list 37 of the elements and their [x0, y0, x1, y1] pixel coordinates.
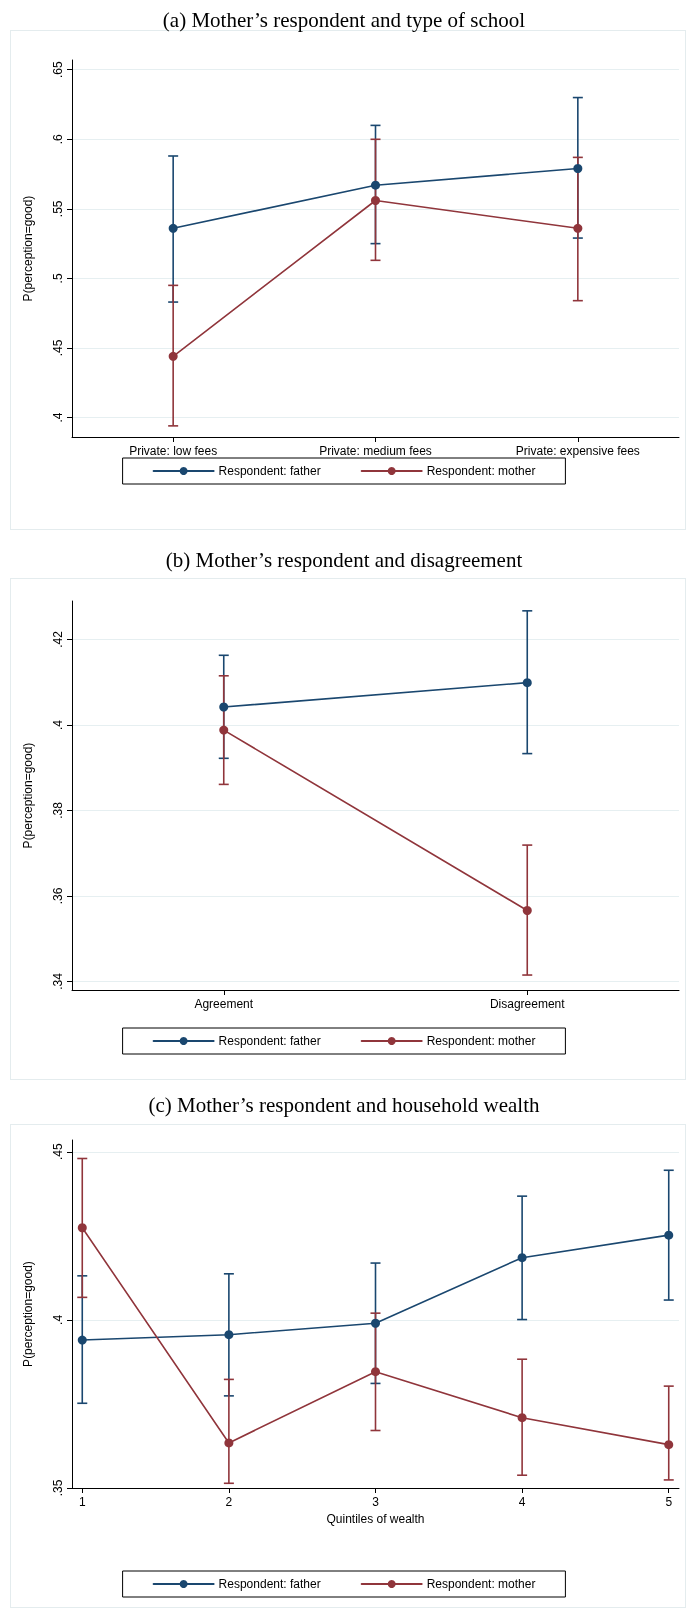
y-tick-label: .6: [51, 133, 65, 145]
chart-title: (b) Mother’s respondent and disagreement: [165, 547, 523, 572]
y-axis-title: P(perception=good): [21, 195, 35, 302]
legend-label: Respondent: father: [218, 1034, 321, 1048]
legend-label: Respondent: mother: [426, 1577, 536, 1591]
y-tick-label: .55: [51, 200, 65, 218]
y-tick-label: .42: [51, 630, 65, 648]
x-tick-label: 5: [665, 1495, 673, 1509]
y-tick-label: .4: [51, 1314, 65, 1325]
y-tick-label: .36: [51, 887, 65, 905]
y-tick-label: .34: [51, 972, 65, 990]
y-tick-label: .35: [51, 1479, 65, 1497]
x-tick-label: Private: medium fees: [319, 444, 432, 458]
y-tick-label: .4: [51, 719, 65, 730]
legend-label: Respondent: mother: [426, 464, 536, 478]
y-tick-label: .5: [51, 273, 65, 284]
y-tick-label: .65: [51, 61, 65, 79]
x-tick-label: Disagreement: [489, 997, 566, 1011]
x-tick-label: 1: [78, 1495, 86, 1509]
x-tick-label: 4: [518, 1495, 526, 1509]
legend-label: Respondent: father: [218, 1577, 321, 1591]
x-tick-label: Private: low fees: [129, 444, 218, 458]
chart-title: (a) Mother’s respondent and type of school: [162, 7, 526, 32]
legend-label: Respondent: father: [218, 464, 321, 478]
y-tick-label: .45: [51, 1143, 65, 1161]
y-axis-title: P(perception=good): [21, 1261, 35, 1367]
y-tick-label: .45: [51, 339, 65, 357]
y-tick-label: .4: [51, 412, 65, 423]
x-tick-label: Agreement: [194, 997, 254, 1011]
x-axis-title: Quintiles of wealth: [326, 1511, 425, 1526]
x-tick-label: 2: [225, 1495, 233, 1509]
x-tick-label: Private: expensive fees: [515, 444, 640, 458]
x-tick-label: 3: [372, 1495, 380, 1509]
y-axis-title: P(perception=good): [21, 742, 35, 849]
y-tick-label: .38: [51, 801, 65, 819]
chart-title: (c) Mother’s respondent and household wealth: [148, 1092, 540, 1117]
legend-label: Respondent: mother: [426, 1034, 536, 1048]
